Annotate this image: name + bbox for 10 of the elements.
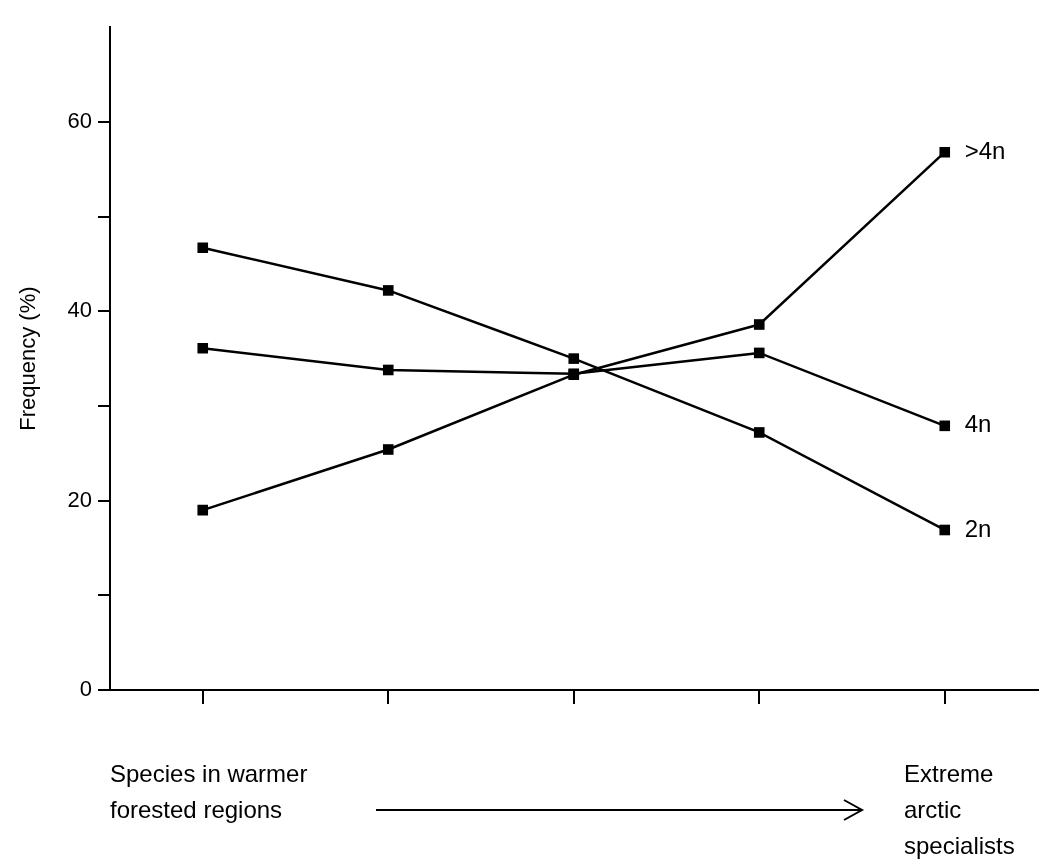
y-tick-label: 60 — [67, 107, 92, 133]
series-label: 4n — [964, 410, 992, 438]
series-label: 2n — [964, 514, 992, 542]
y-axis-title: Frequency (%) — [15, 286, 41, 431]
y-tick-label: 40 — [67, 297, 92, 323]
series-label: >4n — [964, 136, 1006, 164]
text: Extreme arctic specialists — [904, 759, 1016, 861]
y-tick-label: 0 — [79, 676, 92, 702]
text: Species in warmer forested regions — [110, 759, 309, 825]
y-tick-label: 20 — [67, 486, 92, 512]
